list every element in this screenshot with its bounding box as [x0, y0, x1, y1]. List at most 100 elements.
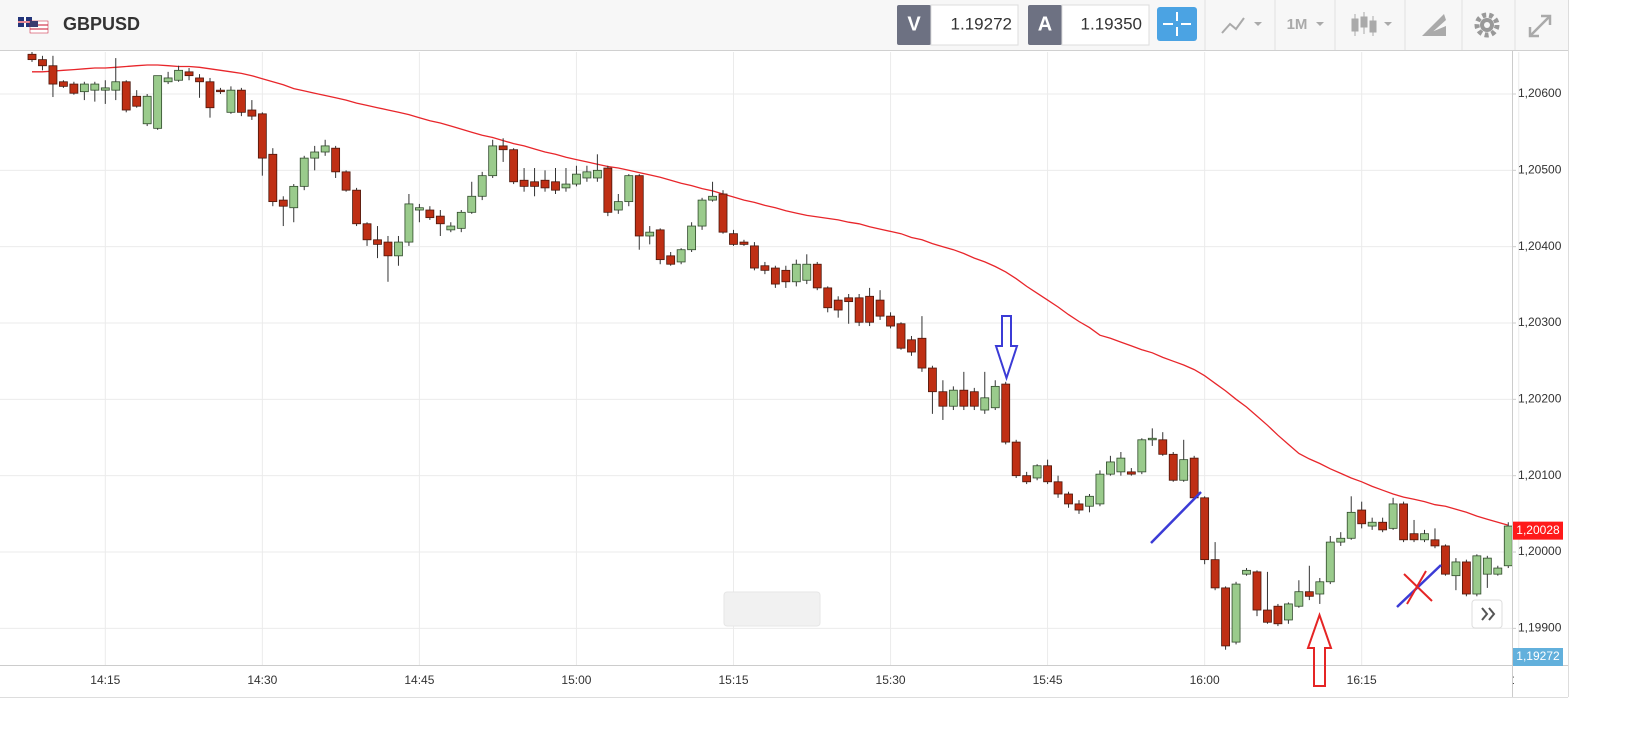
scroll-placeholder[interactable]: [723, 591, 821, 627]
price-tag-label: 1,20028: [1516, 523, 1560, 537]
candle-body-down: [655, 229, 665, 261]
candle-body-down: [666, 255, 676, 265]
y-tick-label: 1,20300: [1518, 315, 1562, 329]
candle-body-down: [435, 215, 445, 225]
candle-body-down: [540, 179, 550, 189]
scroll-right-icon: [1481, 607, 1496, 621]
candle-body-down: [750, 245, 759, 269]
candle-body-down: [1200, 497, 1210, 561]
candle-body-down: [1126, 471, 1136, 475]
cross-mark: [1406, 570, 1427, 605]
candle-body-up: [624, 175, 634, 203]
candle-body-up: [1231, 583, 1241, 643]
candle-body-down: [896, 323, 906, 349]
chart-type-icon[interactable]: [1221, 17, 1262, 34]
candle-body-down: [184, 71, 194, 77]
candle-body-down: [1409, 533, 1419, 541]
candle-body-down: [341, 171, 351, 191]
candle-body-down: [551, 181, 560, 191]
candle-body-up: [90, 83, 100, 91]
candle-body-down: [530, 181, 539, 187]
candle-body-up: [948, 389, 958, 407]
sell-label: V: [907, 13, 921, 35]
timeframe[interactable]: 1M: [1287, 16, 1308, 33]
candle-body-down: [823, 287, 833, 309]
candle-body-up: [687, 225, 697, 251]
candle-body-up: [467, 195, 477, 213]
candle-body-down: [718, 193, 728, 233]
up-arrow: [1306, 611, 1333, 687]
sell-price-box[interactable]: [930, 4, 1019, 46]
expand-icon[interactable]: [1528, 14, 1552, 38]
candle-body-up: [1106, 461, 1115, 475]
candle-body-down: [1189, 457, 1199, 499]
bid-tag-label: 1,19272: [1516, 649, 1560, 663]
candle-body-down: [121, 81, 131, 111]
candle-body-up: [477, 175, 487, 197]
candle-body-down: [1064, 493, 1073, 505]
y-tick-label: 1,20000: [1518, 544, 1562, 558]
settings-icon[interactable]: [1474, 12, 1500, 38]
candle-body-down: [373, 239, 382, 245]
y-tick-label: 1,19900: [1518, 621, 1562, 635]
candle-body-up: [100, 87, 110, 91]
candle-body-down: [844, 297, 854, 303]
candle-body-up: [676, 249, 686, 263]
candle-body-down: [739, 241, 749, 245]
candle-body-down: [1011, 441, 1021, 477]
candle-body-up: [1451, 561, 1461, 577]
candle-body-down: [907, 339, 916, 353]
candle-body-up: [1472, 555, 1482, 595]
candle-body-down: [1074, 503, 1084, 511]
candle-body-down: [854, 297, 864, 323]
candle-body-up: [1116, 457, 1126, 473]
candle-body-down: [205, 81, 215, 109]
toolbar-separators: [1204, 0, 1516, 50]
candle-icon[interactable]: [1351, 12, 1392, 36]
candle-body-down: [1001, 383, 1011, 443]
candle-body-down: [247, 109, 257, 117]
candle-body-down: [1441, 545, 1450, 575]
candle-body-down: [257, 113, 267, 159]
candle-body-up: [1095, 473, 1105, 505]
candle-body-up: [299, 157, 309, 187]
candle-body-up: [1147, 437, 1157, 441]
crosshair-button[interactable]: [1157, 7, 1197, 41]
candle-body-down: [1053, 481, 1063, 495]
candle-body-up: [111, 81, 121, 91]
candle-body-up: [1482, 557, 1492, 575]
candle-body-down: [938, 391, 948, 407]
down-arrow: [994, 315, 1019, 382]
candle-body-down: [729, 233, 738, 245]
candle-body-down: [362, 223, 372, 241]
candle-body-down: [917, 337, 927, 369]
draw-icon[interactable]: [1422, 14, 1446, 36]
price-tag: [1513, 521, 1563, 540]
annotations: [994, 315, 1442, 687]
candle-body-up: [320, 145, 330, 153]
candle-body-up: [394, 241, 403, 257]
candle-body-down: [27, 53, 37, 61]
candle-body-up: [226, 89, 236, 113]
candle-body-up: [1325, 541, 1335, 583]
x-tick-label: 16:15: [1347, 673, 1377, 687]
candle-body-down: [383, 241, 393, 257]
candle-body-up: [1367, 521, 1377, 527]
candle-body-down: [875, 299, 885, 317]
buy-button[interactable]: [1028, 5, 1062, 45]
candle-body-down: [1022, 475, 1032, 483]
x-tick-label: 15:45: [1033, 673, 1063, 687]
candle-body-up: [990, 385, 1000, 409]
sell-button[interactable]: [897, 5, 931, 45]
candle-body-down: [1158, 439, 1168, 455]
candle-body-down: [886, 315, 895, 327]
candle-body-down: [1304, 591, 1314, 597]
candle-body-up: [174, 69, 183, 81]
buy-price-box[interactable]: [1061, 4, 1150, 46]
candle-body-down: [1273, 605, 1283, 625]
candle-body-up: [1032, 465, 1042, 479]
candle-body-down: [1168, 453, 1178, 481]
candle-body-up: [980, 397, 990, 411]
